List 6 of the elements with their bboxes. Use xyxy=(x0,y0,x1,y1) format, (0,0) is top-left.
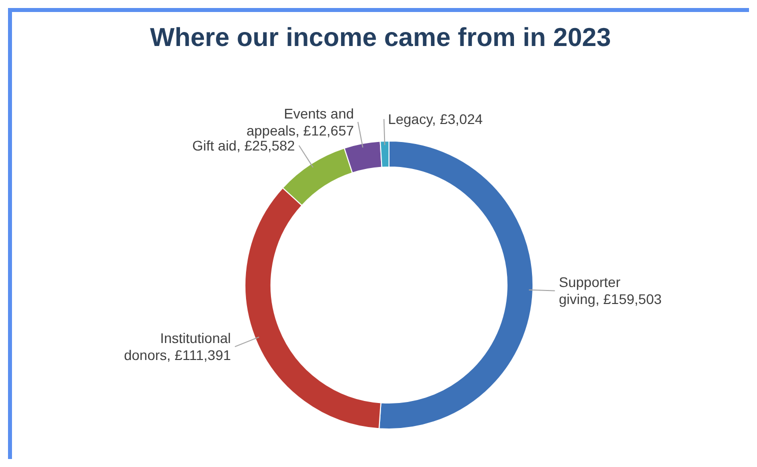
slice-label: Legacy, £3,024 xyxy=(388,111,483,128)
slice-label: Institutional donors, £111,391 xyxy=(124,330,232,364)
slice-label: Events and appeals, £12,657 xyxy=(246,105,354,138)
slice-label: Supporter giving, £159,503 xyxy=(558,274,662,308)
slice-label: Gift aid, £25,582 xyxy=(192,138,296,154)
chart-title: Where our income came from in 2023 xyxy=(149,22,612,53)
